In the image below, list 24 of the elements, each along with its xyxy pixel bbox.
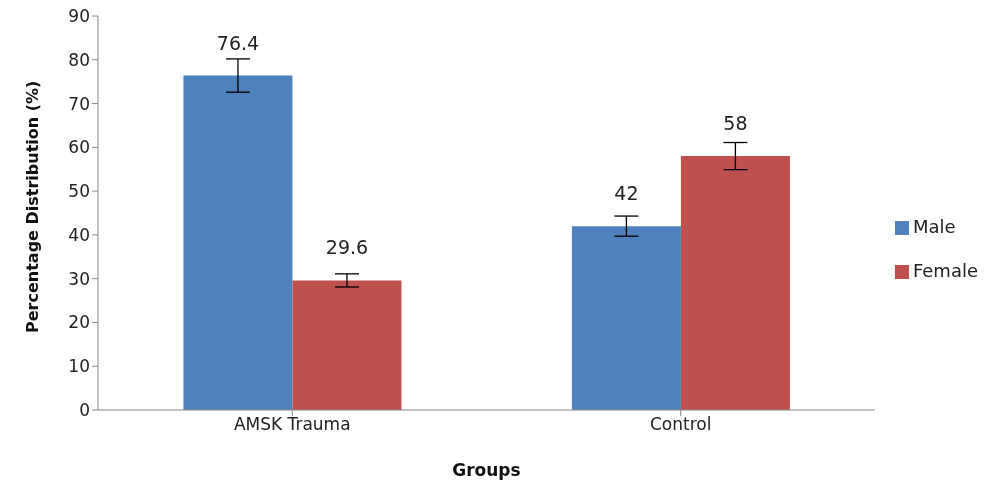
y-tick-label: 90 [68,6,90,27]
bar [183,75,293,410]
x-tick-label: Control [649,414,712,435]
y-tick-label: 30 [68,268,90,289]
x-tick-label: AMSK Trauma [233,414,351,435]
bar [571,226,681,410]
y-tick-label: 20 [68,312,90,333]
bar [680,156,790,410]
data-label: 29.6 [325,236,369,259]
y-tick-label: 40 [68,224,90,245]
legend-label: Male [912,216,956,237]
y-tick-label: 10 [68,356,90,377]
data-label: 58 [723,112,748,135]
data-label: 76.4 [216,31,260,54]
y-tick-label: 80 [68,49,90,70]
y-tick-label: 0 [79,400,90,421]
legend-label: Female [912,260,978,281]
y-tick-label: 50 [68,181,90,202]
data-label: 42 [614,182,639,205]
y-tick-label: 70 [68,93,90,114]
y-axis-title: Percentage Distribution (%) [22,80,42,333]
bar [292,280,402,410]
y-tick-label: 60 [68,137,90,158]
x-axis-title: Groups [452,460,521,480]
